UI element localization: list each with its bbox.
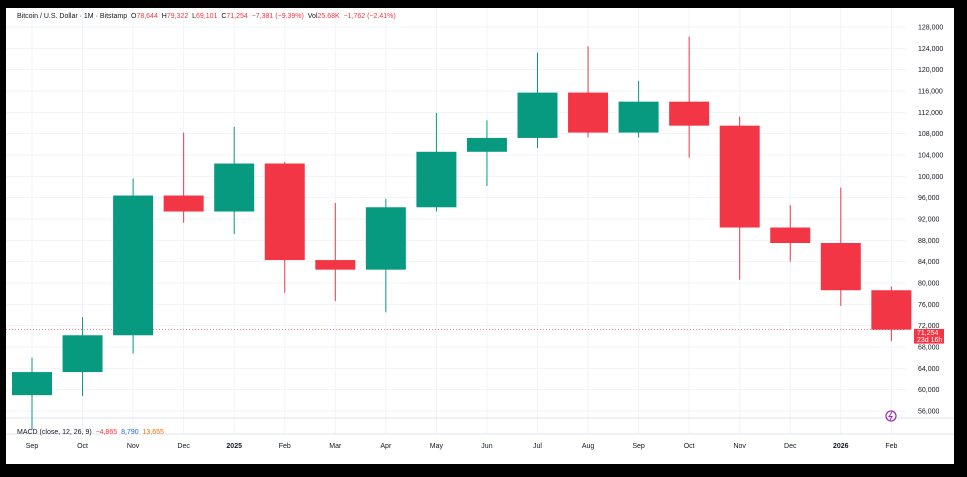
x-tick-label: Oct [684, 443, 695, 450]
candle-body [62, 335, 103, 373]
candle-body [113, 195, 154, 336]
candle-body [214, 163, 255, 212]
y-tick-label: 120,000 [918, 67, 943, 74]
y-tick-label: 60,000 [918, 387, 940, 394]
y-tick-label: 76,000 [918, 302, 940, 309]
x-tick-label: Feb [885, 443, 897, 450]
x-tick-label: Dec [784, 443, 797, 450]
x-tick-label: Sep [26, 443, 39, 450]
open-value: 78,644 [136, 13, 158, 20]
volume-label: Vol [307, 13, 318, 20]
high-value: 79,322 [166, 13, 189, 20]
y-tick-label: 68,000 [918, 345, 940, 352]
candle-body [618, 101, 659, 133]
x-tick-label: Feb [279, 443, 291, 450]
macd-line-value: 8,790 [121, 429, 139, 436]
macd-legend[interactable]: MACD (close, 12, 26, 9) −4,865 8,790 13,… [17, 429, 164, 436]
change-value: −7,381 (−9.39%) [251, 13, 304, 20]
y-tick-label: 124,000 [918, 46, 943, 53]
y-tick-label: 92,000 [918, 217, 940, 224]
x-tick-label: Jul [533, 443, 542, 450]
candle-body [568, 92, 609, 133]
price-label-value: 71,254 [917, 330, 939, 337]
y-tick-label: 80,000 [918, 281, 940, 288]
open-label: O [130, 13, 137, 20]
candle-body [466, 137, 507, 152]
y-tick-label: 84,000 [918, 259, 940, 266]
x-tick-label: Oct [77, 443, 88, 450]
y-tick-label: 56,000 [918, 409, 940, 416]
price-label-box [914, 328, 944, 344]
x-tick-label: Dec [177, 443, 190, 450]
x-tick-label: Nov [127, 443, 140, 450]
chart-panel[interactable]: Sep Oct Nov Dec 2025 Feb Mar Apr May Jun Jul Aug Sep… [6, 8, 954, 464]
candle-body [416, 151, 457, 208]
y-tick-label: 112,000 [918, 110, 943, 117]
candlestick-chart[interactable]: Sep Oct Nov Dec 2025 Feb Mar Apr May Jun Jul Aug Sep… [6, 8, 954, 464]
close-label: C [221, 13, 227, 20]
lightning-icon [885, 410, 897, 422]
y-tick-label: 108,000 [918, 131, 943, 138]
candle-body [820, 243, 861, 291]
x-tick-label: Mar [329, 443, 342, 450]
macd-histogram-value: −4,865 [95, 429, 118, 436]
symbol-title: Bitcoin / U.S. Dollar · 1M · Bitstamp [17, 13, 128, 20]
high-label: H [161, 13, 167, 20]
y-tick-label: 100,000 [918, 174, 943, 181]
low-label: L [192, 13, 197, 20]
y-tick-label: 104,000 [918, 153, 943, 160]
x-tick-label: May [430, 443, 444, 450]
x-tick-label: 2025 [226, 443, 242, 450]
candle-body [770, 227, 811, 243]
x-tick-label: 2026 [833, 443, 849, 450]
y-tick-label: 64,000 [918, 366, 940, 373]
candle-body [365, 207, 406, 270]
x-tick-label: Aug [582, 443, 595, 450]
x-tick-label: Jun [481, 443, 492, 450]
macd-label: MACD (close, 12, 26, 9) [17, 429, 92, 436]
candle-body [163, 195, 204, 212]
low-value: 69,101 [196, 13, 218, 20]
candle-body [719, 125, 760, 228]
candle-body [669, 101, 710, 126]
volume-value: 25.68K [317, 13, 340, 20]
candle-body [12, 372, 52, 396]
candle-body [517, 92, 558, 138]
y-tick-label: 116,000 [918, 89, 943, 96]
price-label-countdown: 23d 16h [917, 337, 942, 344]
x-tick-label: Apr [380, 443, 392, 450]
y-tick-label: 128,000 [918, 25, 943, 32]
candle-body [315, 260, 356, 270]
candle-body [264, 163, 305, 261]
x-tick-label: Nov [733, 443, 746, 450]
candle-body [871, 290, 912, 330]
volume-change: −1,762 (−2.41%) [343, 13, 396, 20]
y-tick-label: 72,000 [918, 323, 940, 330]
y-tick-label: 96,000 [918, 195, 940, 202]
x-tick-label: Sep [632, 443, 645, 450]
symbol-legend: Bitcoin / U.S. Dollar · 1M · Bitstamp O7… [17, 13, 396, 20]
macd-signal-value: 13,655 [142, 429, 164, 436]
lightning-bolt-icon [888, 411, 893, 421]
close-value: 71,254 [226, 13, 248, 20]
y-tick-label: 88,000 [918, 238, 940, 245]
